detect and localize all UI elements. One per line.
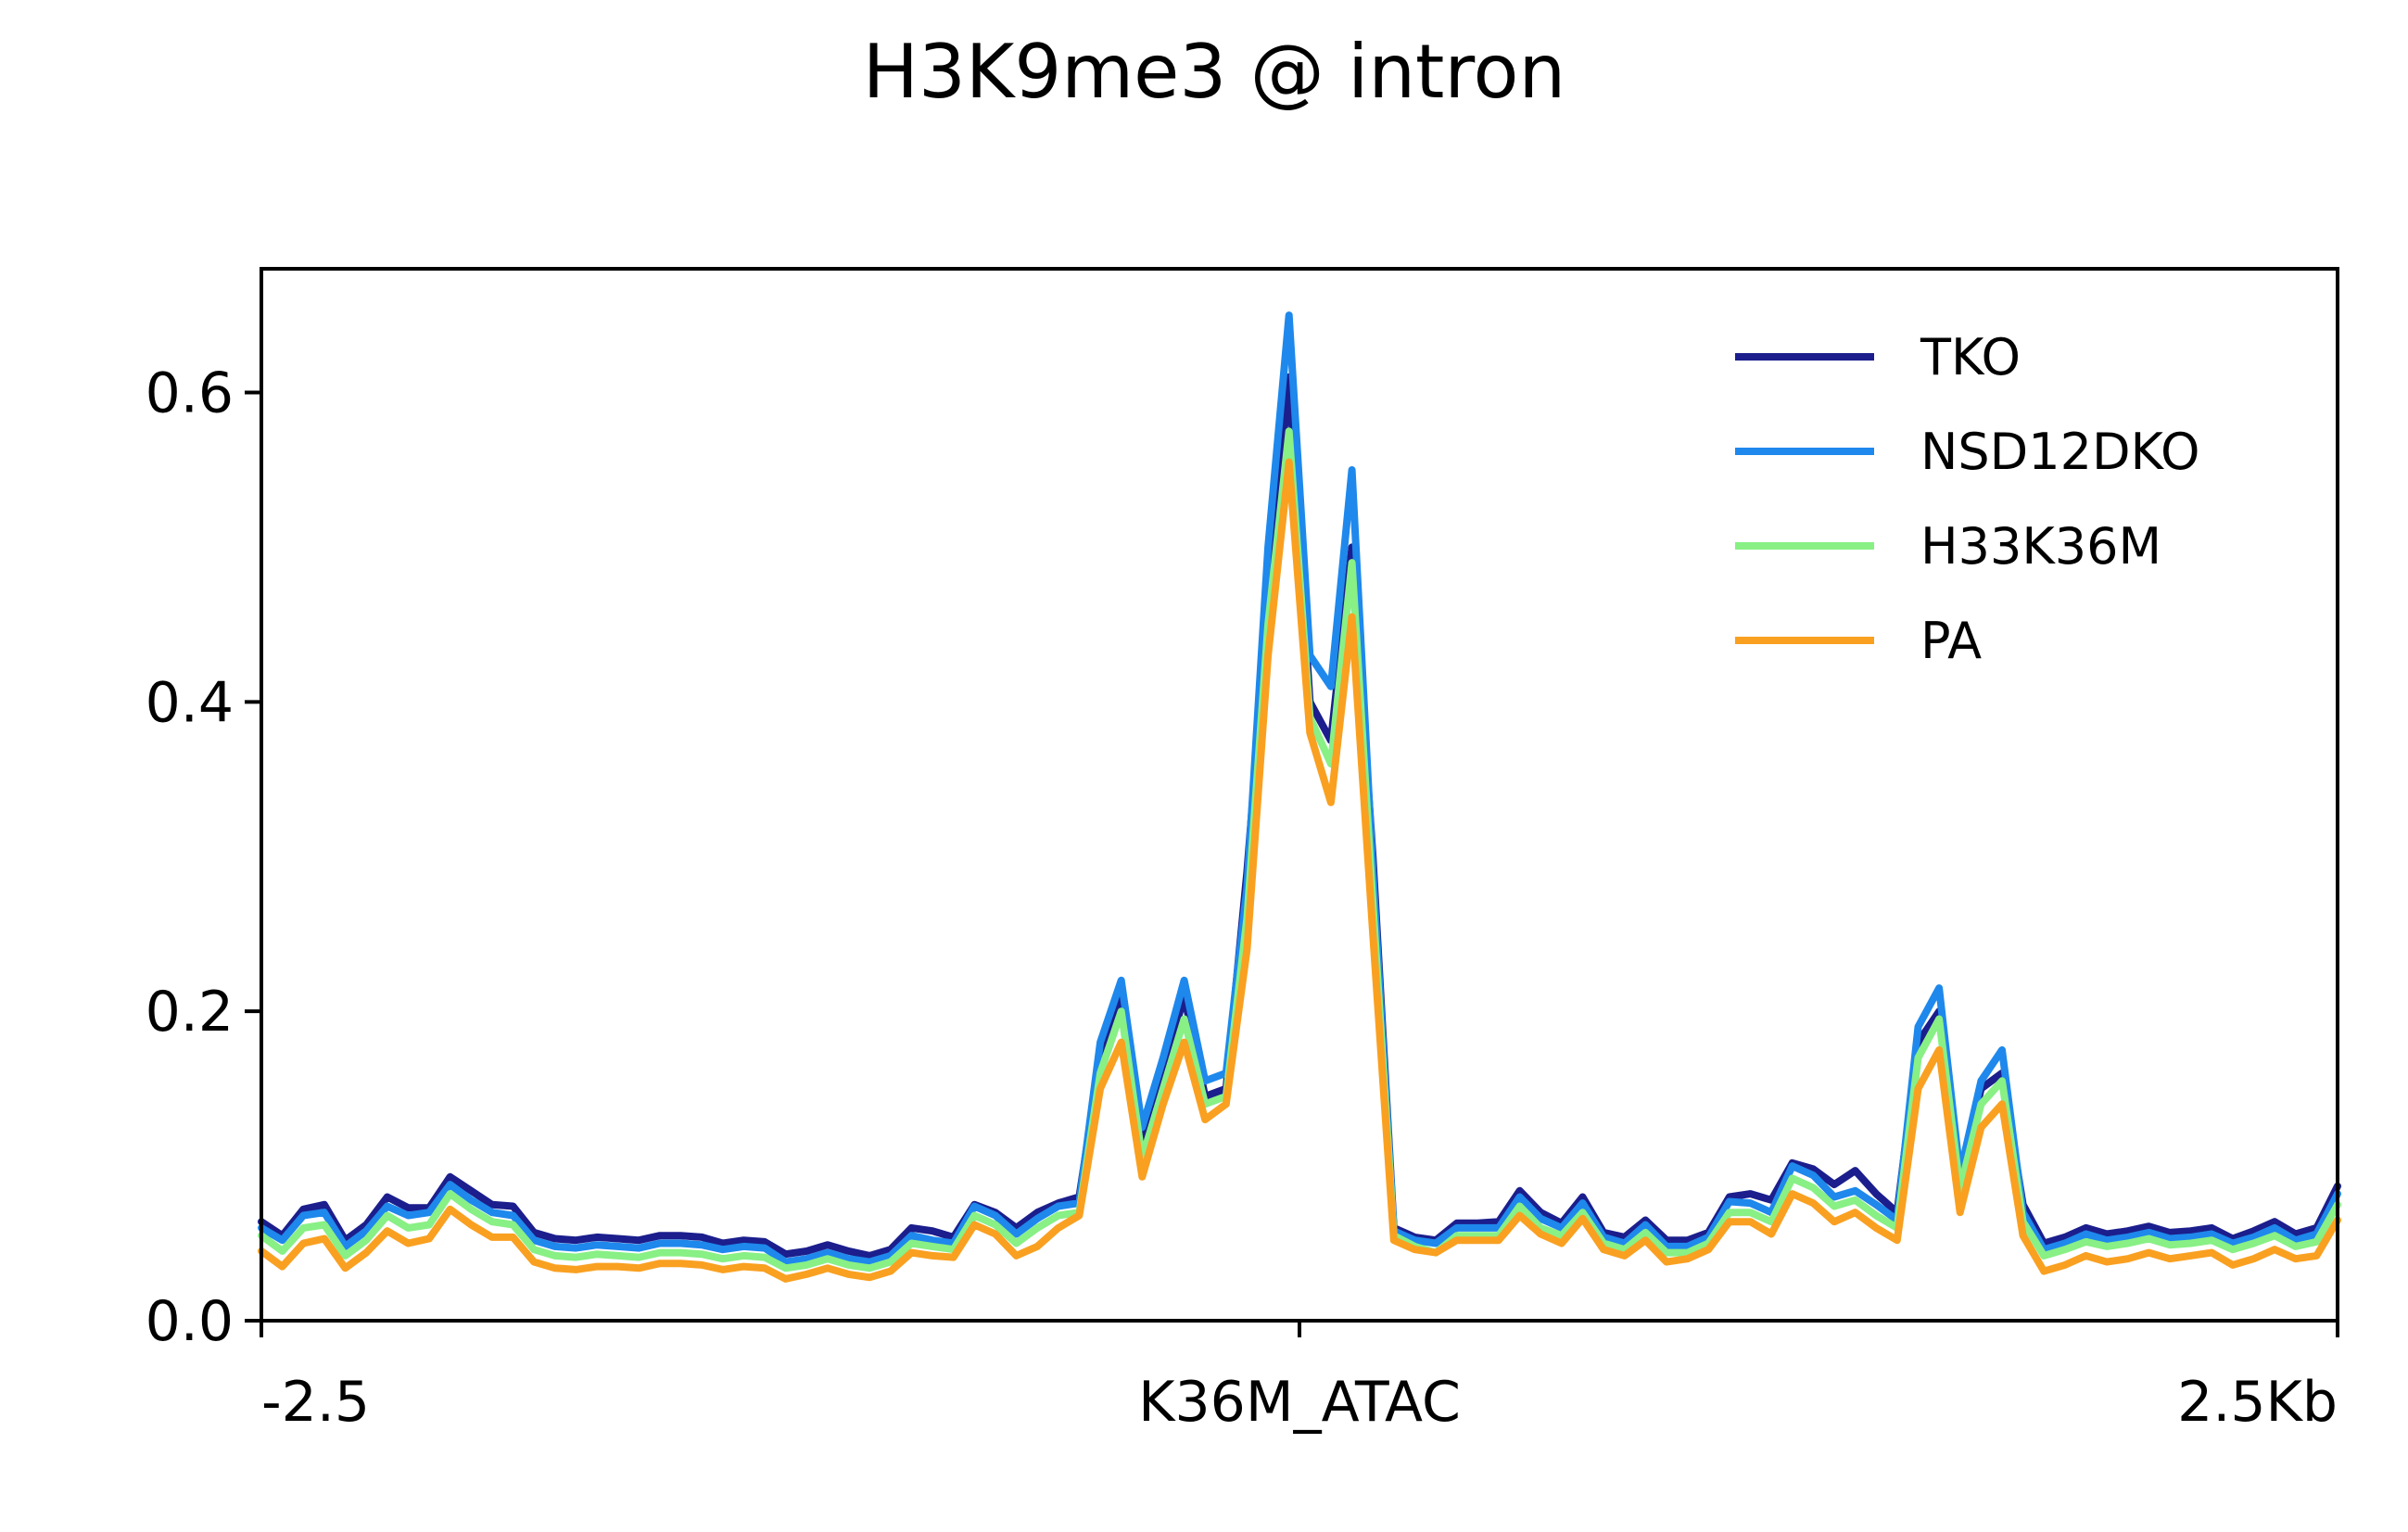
y-tick-label: 0.0 bbox=[146, 1289, 234, 1354]
x-tick-label: -2.5 bbox=[261, 1370, 370, 1435]
x-tick-label: 2.5Kb bbox=[2177, 1370, 2338, 1435]
y-tick-label: 0.4 bbox=[146, 670, 234, 735]
legend-label-nsd12dko: NSD12DKO bbox=[1920, 423, 2200, 481]
series-layer bbox=[258, 311, 2341, 1283]
y-tick-label: 0.6 bbox=[146, 361, 234, 426]
legend: TKO NSD12DKO H33K36M PA bbox=[1735, 328, 2200, 670]
legend-label-pa: PA bbox=[1920, 612, 1982, 670]
series-line-nsd12dko bbox=[258, 311, 2341, 1266]
y-tick-label: 0.2 bbox=[146, 980, 234, 1045]
legend-label-h33k36m: H33K36M bbox=[1920, 517, 2161, 576]
legend-label-tko: TKO bbox=[1920, 328, 2021, 386]
series-line-pa bbox=[258, 458, 2341, 1283]
x-axis: -2.5 K36M_ATAC 2.5Kb bbox=[260, 1321, 2339, 1435]
x-tick-label: K36M_ATAC bbox=[1138, 1370, 1461, 1435]
chart-title: H3K9me3 @ intron bbox=[863, 29, 1565, 115]
y-axis: 0.0 0.2 0.4 0.6 bbox=[146, 361, 261, 1354]
